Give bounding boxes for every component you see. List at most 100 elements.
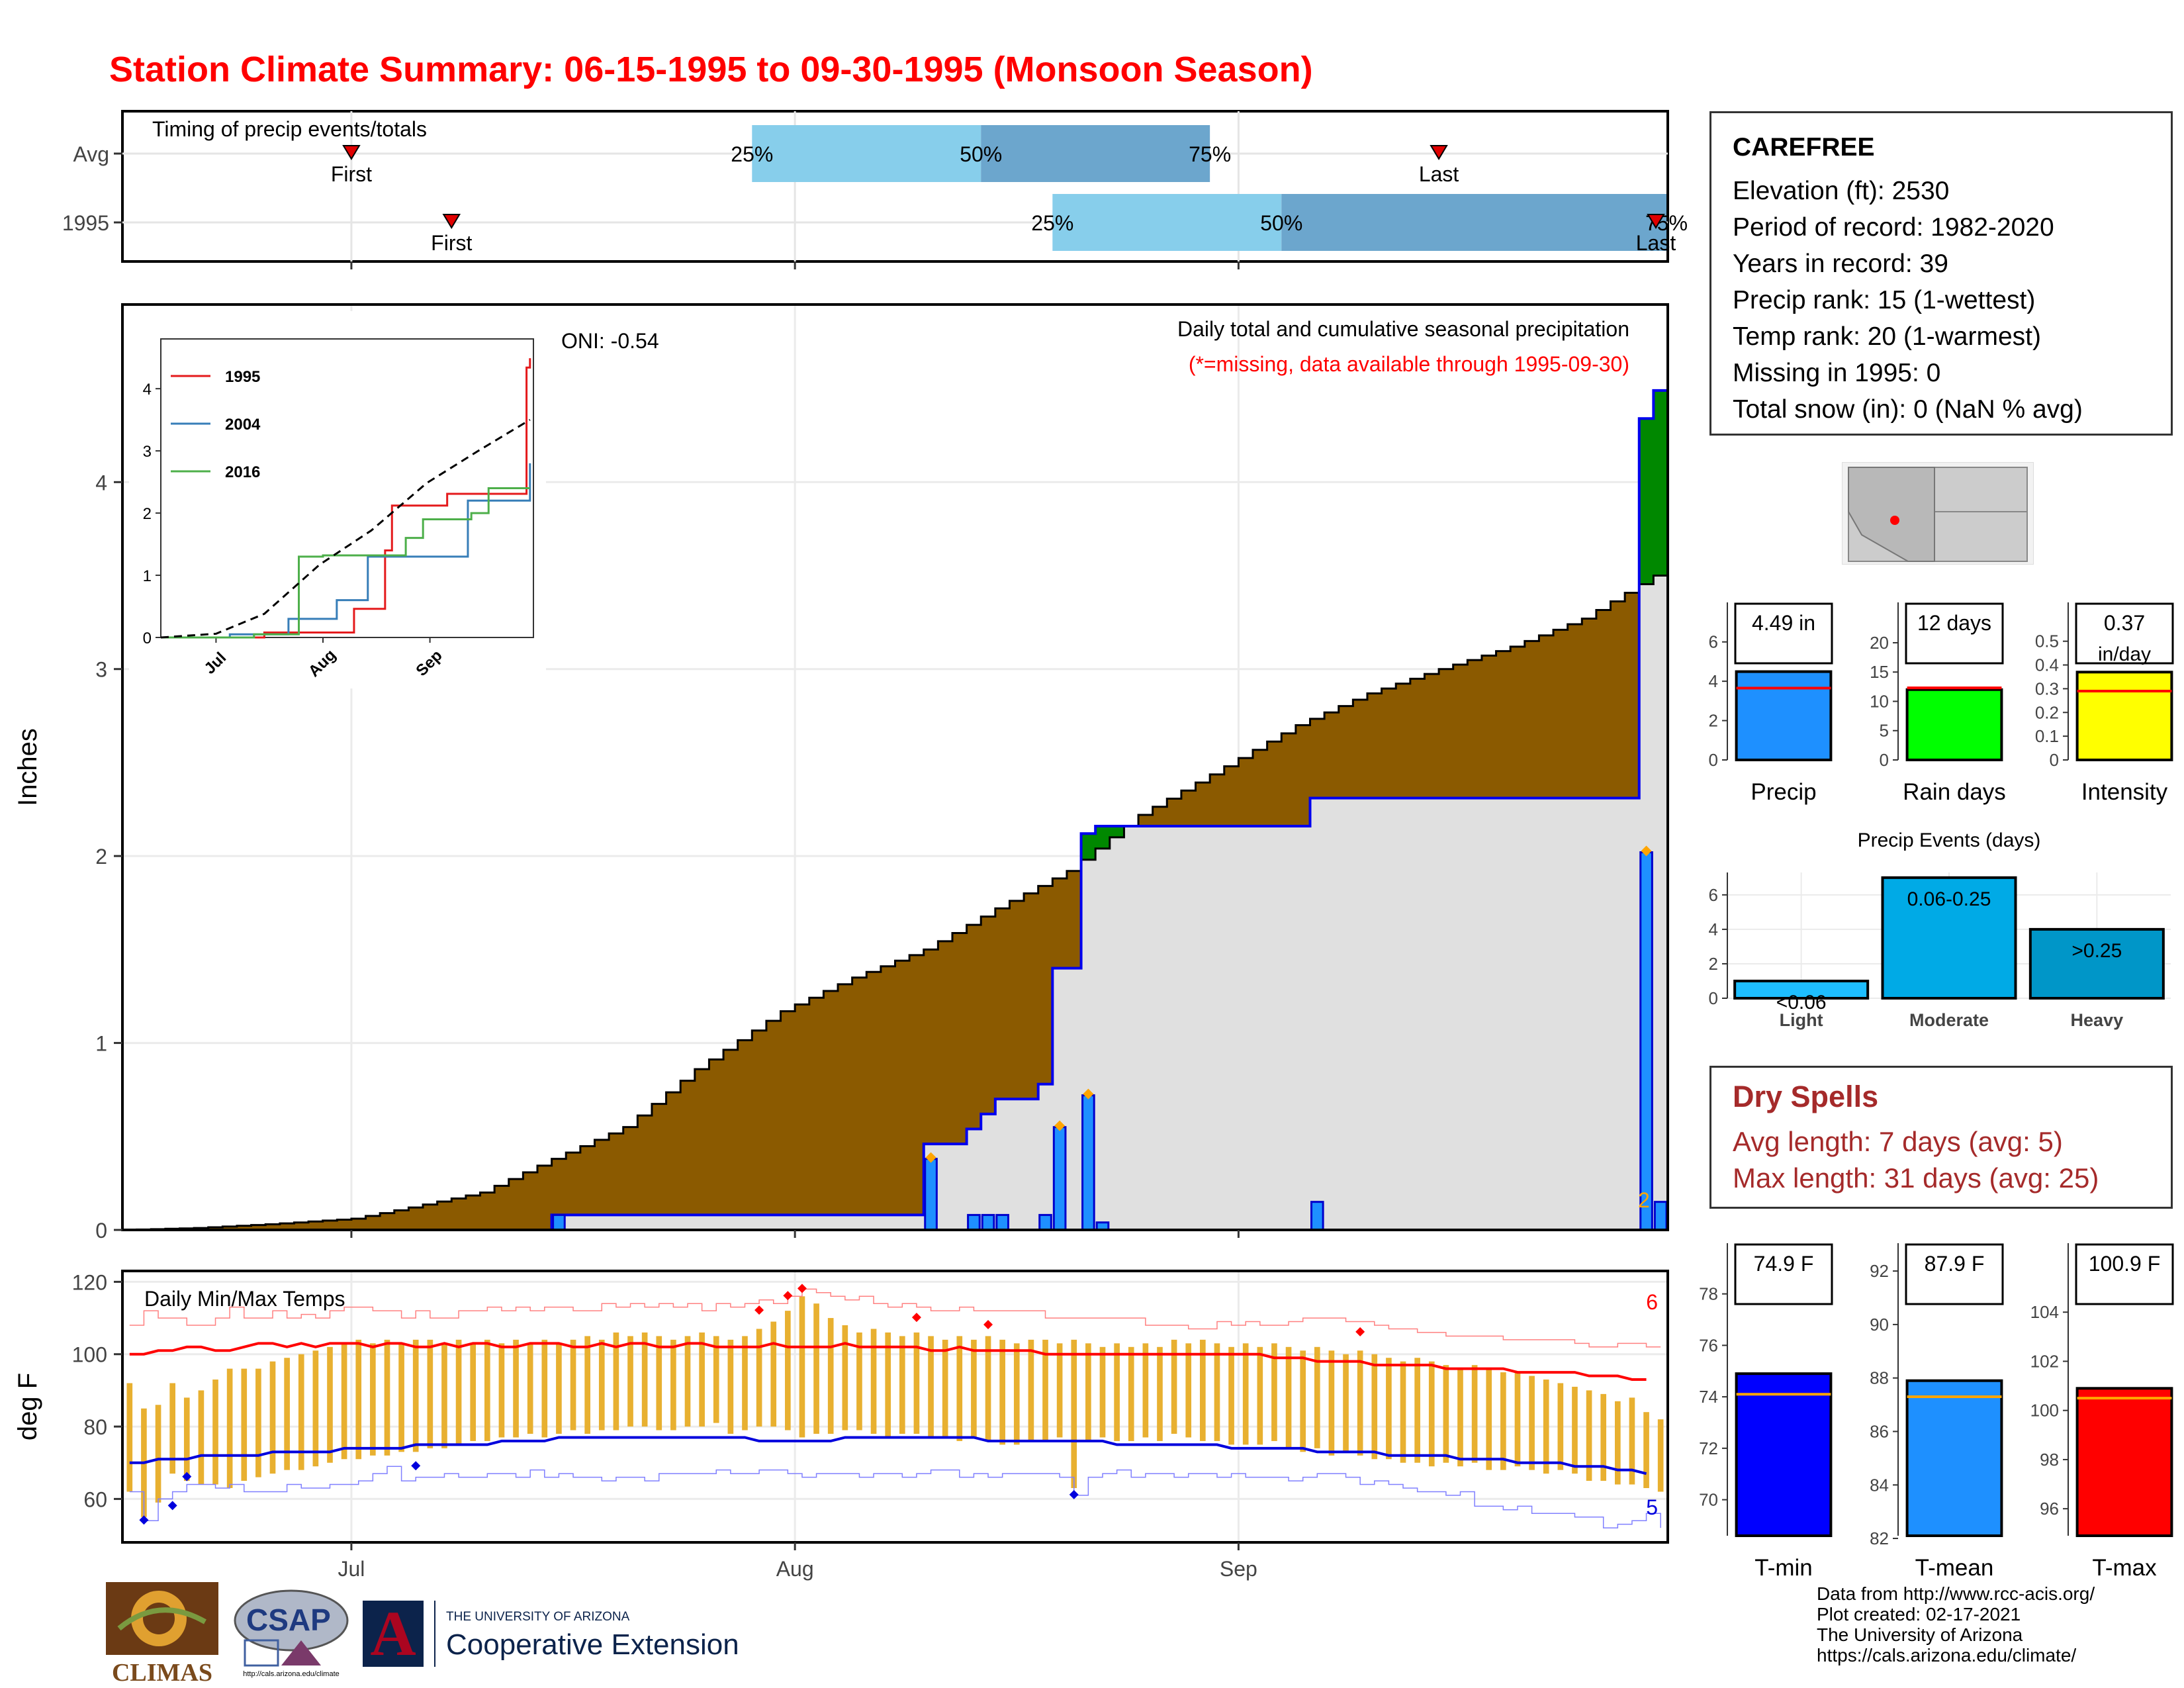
summary-value-label: 0.37	[2104, 611, 2145, 635]
daily-temp-bar	[513, 1339, 519, 1438]
daily-temp-bar	[527, 1343, 533, 1434]
daily-temp-bar	[183, 1397, 190, 1481]
daily-temp-bar	[1328, 1350, 1335, 1456]
station-snow: Total snow (in): 0 (NaN % avg)	[1733, 395, 2083, 424]
summary-value-unit: in/day	[2098, 643, 2151, 665]
daily-temp-bar	[1486, 1368, 1492, 1470]
daily-temp-bar	[1128, 1346, 1134, 1441]
daily-temp-bar	[713, 1336, 719, 1423]
csap-url: http://cals.arizona.edu/climate	[243, 1670, 340, 1678]
daily-temp-bar	[126, 1383, 133, 1492]
record-low-count: 5	[1646, 1495, 1658, 1519]
daily-temp-bar	[1214, 1343, 1220, 1441]
daily-temp-bar	[327, 1346, 333, 1463]
daily-temp-bar	[455, 1339, 462, 1445]
daily-temp-bar	[1085, 1343, 1091, 1441]
daily-temp-bar	[1071, 1339, 1077, 1488]
summary-bar-label: T-mean	[1915, 1555, 1994, 1581]
mini-y-tick-label: 10	[1870, 691, 1889, 711]
station-temp-rank: Temp rank: 20 (1-warmest)	[1733, 322, 2041, 351]
daily-temp-bar	[541, 1339, 548, 1438]
daily-temp-bar	[684, 1336, 691, 1427]
daily-precip-bar	[552, 1213, 566, 1231]
record-low-marker	[139, 1515, 149, 1525]
mini-y-tick-label: 102	[2030, 1351, 2059, 1371]
daily-temp-bar	[169, 1383, 175, 1474]
temp-x-tick-label: Aug	[776, 1557, 814, 1581]
daily-temp-bar	[241, 1368, 248, 1481]
daily-temp-bar	[770, 1321, 777, 1427]
summary-value-box	[2075, 602, 2174, 665]
climas-emblem-icon	[106, 1582, 218, 1655]
mini-y-tick-label: 0	[1709, 750, 1718, 770]
avg-max-line	[129, 1342, 1647, 1381]
timing-row-label: 1995	[62, 211, 109, 235]
station-years: Years in record: 39	[1733, 250, 1948, 278]
daily-temp-bar	[269, 1361, 276, 1474]
daily-temp-bar	[1242, 1343, 1249, 1445]
timing-first-marker	[442, 214, 461, 229]
record-high-marker	[783, 1291, 793, 1301]
daily-temp-bar	[956, 1336, 963, 1441]
station-precip-rank: Precip rank: 15 (1-wettest)	[1733, 286, 2036, 314]
temp-chart-title: Daily Min/Max Temps	[144, 1287, 345, 1311]
events-y-tick-label: 6	[1709, 885, 1718, 905]
station-info-box: CAREFREE Elevation (ft): 2530 Period of …	[1709, 111, 2173, 436]
daily-temp-bar	[1386, 1358, 1392, 1460]
daily-temp-bar	[727, 1339, 734, 1434]
timing-q50-label: 50%	[1260, 211, 1302, 235]
daily-temp-bar	[298, 1354, 304, 1470]
events-y-tick-label: 0	[1709, 988, 1718, 1008]
daily-temp-bar	[427, 1339, 433, 1448]
summary-value-box	[1905, 1243, 2004, 1305]
daily-temp-bar	[498, 1343, 505, 1438]
events-bar	[1733, 979, 1870, 1000]
timing-q25-label: 25%	[731, 142, 773, 166]
daily-precip-bar	[1081, 1094, 1095, 1231]
daily-precip-bar	[1038, 1213, 1052, 1231]
precip-chart-subtitle: (*=missing, data available through 1995-…	[1189, 352, 1629, 376]
ua-main-text: Cooperative Extension	[446, 1628, 739, 1661]
daily-temp-bar	[799, 1296, 805, 1438]
daily-temp-bar	[484, 1339, 490, 1441]
daily-temp-bar	[1457, 1368, 1463, 1467]
daily-temp-bar	[470, 1343, 477, 1441]
record-high-marker	[797, 1284, 807, 1293]
mini-y-tick-label: 2	[1709, 711, 1718, 731]
credit-line: The University of Arizona	[1817, 1624, 2023, 1645]
credits: Data from http://www.rcc-acis.org/ Plot …	[1817, 1583, 2095, 1665]
mini-y-tick-label: 70	[1699, 1490, 1718, 1510]
temp-y-axis-label: deg F	[13, 1373, 42, 1440]
daily-temp-bar	[627, 1336, 633, 1427]
temp-y-tick-label: 100	[72, 1343, 107, 1367]
temp-frame	[121, 1270, 1669, 1544]
dry-spells-title: Dry Spells	[1733, 1080, 1879, 1113]
daily-max-marker	[1083, 1088, 1094, 1100]
inset-y-tick-label: 3	[143, 443, 152, 461]
station-period: Period of record: 1982-2020	[1733, 213, 2054, 242]
events-title: Precip Events (days)	[1858, 829, 2041, 851]
events-bar-label: Moderate	[1909, 1010, 1989, 1030]
precip-y-tick-label: 2	[95, 845, 107, 868]
inset-series-line	[161, 487, 530, 639]
mini-y-tick-label: 88	[1870, 1368, 1889, 1388]
daily-temp-bar	[441, 1343, 447, 1448]
summary-value-box	[1905, 602, 2004, 665]
record-high-marker	[983, 1320, 993, 1329]
summary-value-label: 12 days	[1917, 611, 1991, 635]
events-bar-label: Heavy	[2071, 1010, 2124, 1030]
inset-y-tick-label: 2	[143, 505, 152, 523]
daily-temp-bar	[813, 1303, 819, 1434]
daily-temp-bar	[1028, 1339, 1034, 1441]
daily-temp-bar	[1586, 1390, 1592, 1481]
page-title: Station Climate Summary: 06-15-1995 to 0…	[109, 50, 1313, 89]
daily-temp-bar	[1157, 1346, 1163, 1441]
dry-spells-max: Max length: 31 days (avg: 25)	[1733, 1162, 2099, 1194]
daily-temp-bar	[971, 1339, 977, 1438]
daily-temp-bar	[1042, 1339, 1048, 1441]
daily-temp-bar	[1343, 1354, 1349, 1452]
record-low-marker	[411, 1461, 421, 1471]
inset-frame	[160, 338, 534, 638]
precip-y-tick-label: 0	[95, 1219, 107, 1243]
